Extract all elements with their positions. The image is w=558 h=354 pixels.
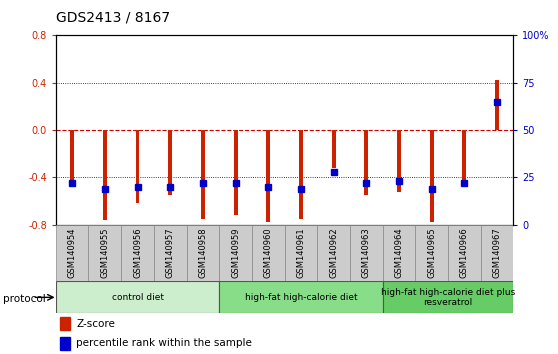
Bar (285, 225, 318, 281)
Bar (89, 225, 121, 281)
Bar (60, 337, 70, 350)
Text: GSM140954: GSM140954 (68, 228, 76, 278)
Bar (219, 225, 252, 281)
Bar (60, 318, 70, 330)
Bar (448, 225, 480, 281)
Bar (154, 225, 186, 281)
Bar (463, 130, 466, 187)
Bar (266, 130, 270, 222)
Text: percentile rank within the sample: percentile rank within the sample (76, 338, 252, 348)
Bar (318, 225, 350, 281)
Text: GSM140956: GSM140956 (133, 228, 142, 278)
Text: GSM140967: GSM140967 (493, 228, 502, 278)
Text: control diet: control diet (112, 293, 163, 302)
Bar (415, 225, 448, 281)
Bar (168, 130, 172, 195)
Text: GDS2413 / 8167: GDS2413 / 8167 (56, 11, 170, 25)
Text: GSM140962: GSM140962 (329, 228, 338, 278)
Bar (234, 130, 238, 215)
Text: GSM140963: GSM140963 (362, 228, 371, 278)
Bar (480, 225, 513, 281)
Bar (299, 130, 303, 219)
Bar (219, 281, 383, 313)
Text: high-fat high-calorie diet plus
resveratrol: high-fat high-calorie diet plus resverat… (381, 288, 515, 307)
Bar (56, 225, 89, 281)
Bar (121, 225, 154, 281)
Text: GSM140965: GSM140965 (427, 228, 436, 278)
Bar (252, 225, 285, 281)
Text: GSM140958: GSM140958 (199, 228, 208, 278)
Text: high-fat high-calorie diet: high-fat high-calorie diet (244, 293, 357, 302)
Bar (495, 80, 499, 130)
Bar (103, 130, 107, 220)
Bar (350, 225, 383, 281)
Bar (70, 130, 74, 187)
Bar (364, 130, 368, 195)
Bar (430, 130, 434, 222)
Text: GSM140955: GSM140955 (100, 228, 109, 278)
Text: GSM140961: GSM140961 (296, 228, 305, 278)
Bar (397, 130, 401, 192)
Bar (136, 130, 140, 204)
Text: GSM140960: GSM140960 (264, 228, 273, 278)
Text: protocol: protocol (3, 294, 46, 304)
Bar (186, 225, 219, 281)
Bar (383, 225, 415, 281)
Text: GSM140964: GSM140964 (395, 228, 403, 278)
Text: GSM140959: GSM140959 (231, 228, 240, 278)
Bar (383, 281, 513, 313)
Bar (201, 130, 205, 219)
Text: GSM140957: GSM140957 (166, 228, 175, 278)
Text: Z-score: Z-score (76, 319, 116, 329)
Text: GSM140966: GSM140966 (460, 228, 469, 278)
Bar (331, 130, 335, 168)
Bar (56, 281, 219, 313)
